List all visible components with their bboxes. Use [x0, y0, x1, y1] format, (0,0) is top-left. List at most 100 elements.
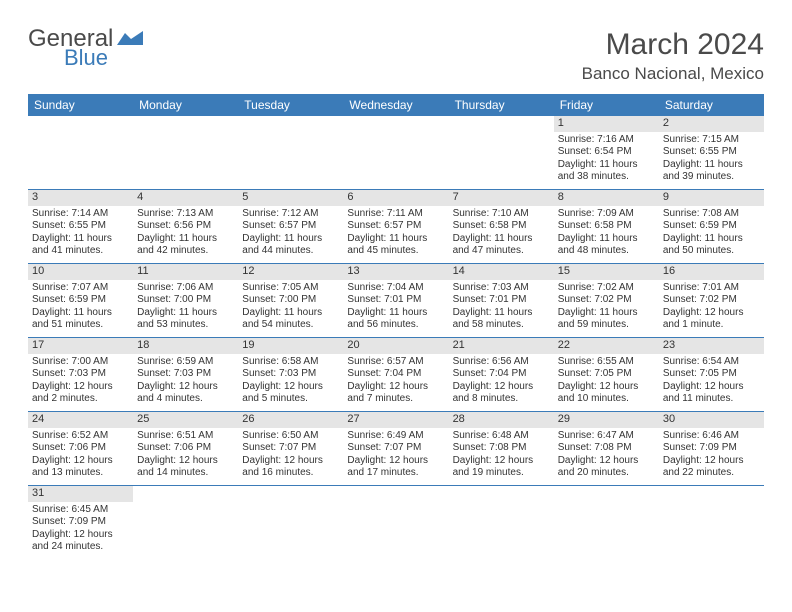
daylight-text: Daylight: 12 hours and 7 minutes. — [347, 381, 444, 406]
day-number: 4 — [133, 190, 238, 206]
sunrise-text: Sunrise: 6:57 AM — [347, 356, 444, 369]
daylight-text: Daylight: 12 hours and 8 minutes. — [453, 381, 550, 406]
sunset-text: Sunset: 6:58 PM — [558, 220, 655, 233]
day-cell-14: 14Sunrise: 7:03 AMSunset: 7:01 PMDayligh… — [449, 264, 554, 338]
day-cell-27: 27Sunrise: 6:49 AMSunset: 7:07 PMDayligh… — [343, 412, 448, 486]
title-block: March 2024 Banco Nacional, Mexico — [582, 28, 764, 84]
empty-cell — [238, 486, 343, 560]
sunrise-text: Sunrise: 7:15 AM — [663, 134, 760, 147]
dayhead-sunday: Sunday — [28, 94, 133, 116]
daylight-text: Daylight: 12 hours and 5 minutes. — [242, 381, 339, 406]
daylight-text: Daylight: 11 hours and 53 minutes. — [137, 307, 234, 332]
logo: General Blue — [28, 28, 145, 69]
day-cell-1: 1Sunrise: 7:16 AMSunset: 6:54 PMDaylight… — [554, 116, 659, 190]
empty-cell — [133, 486, 238, 560]
empty-cell — [449, 116, 554, 190]
sunrise-text: Sunrise: 7:11 AM — [347, 208, 444, 221]
sunrise-text: Sunrise: 7:12 AM — [242, 208, 339, 221]
sunrise-text: Sunrise: 7:06 AM — [137, 282, 234, 295]
sunset-text: Sunset: 7:03 PM — [137, 368, 234, 381]
sunrise-text: Sunrise: 7:04 AM — [347, 282, 444, 295]
day-number: 29 — [554, 412, 659, 428]
sunset-text: Sunset: 6:55 PM — [663, 146, 760, 159]
sunrise-text: Sunrise: 7:07 AM — [32, 282, 129, 295]
day-number: 10 — [28, 264, 133, 280]
sunset-text: Sunset: 7:01 PM — [347, 294, 444, 307]
day-cell-4: 4Sunrise: 7:13 AMSunset: 6:56 PMDaylight… — [133, 190, 238, 264]
day-cell-31: 31Sunrise: 6:45 AMSunset: 7:09 PMDayligh… — [28, 486, 133, 560]
sunset-text: Sunset: 7:05 PM — [558, 368, 655, 381]
daylight-text: Daylight: 11 hours and 39 minutes. — [663, 159, 760, 184]
sunrise-text: Sunrise: 6:59 AM — [137, 356, 234, 369]
sunrise-text: Sunrise: 7:14 AM — [32, 208, 129, 221]
sunrise-text: Sunrise: 7:01 AM — [663, 282, 760, 295]
day-cell-7: 7Sunrise: 7:10 AMSunset: 6:58 PMDaylight… — [449, 190, 554, 264]
sunrise-text: Sunrise: 7:10 AM — [453, 208, 550, 221]
sunrise-text: Sunrise: 6:49 AM — [347, 430, 444, 443]
day-cell-29: 29Sunrise: 6:47 AMSunset: 7:08 PMDayligh… — [554, 412, 659, 486]
daylight-text: Daylight: 12 hours and 16 minutes. — [242, 455, 339, 480]
header: General Blue March 2024 Banco Nacional, … — [28, 28, 764, 84]
daylight-text: Daylight: 12 hours and 4 minutes. — [137, 381, 234, 406]
day-number: 16 — [659, 264, 764, 280]
sunset-text: Sunset: 6:54 PM — [558, 146, 655, 159]
day-cell-19: 19Sunrise: 6:58 AMSunset: 7:03 PMDayligh… — [238, 338, 343, 412]
daylight-text: Daylight: 12 hours and 14 minutes. — [137, 455, 234, 480]
sunset-text: Sunset: 6:56 PM — [137, 220, 234, 233]
daylight-text: Daylight: 11 hours and 59 minutes. — [558, 307, 655, 332]
day-number: 9 — [659, 190, 764, 206]
sunset-text: Sunset: 7:00 PM — [137, 294, 234, 307]
daylight-text: Daylight: 12 hours and 2 minutes. — [32, 381, 129, 406]
day-cell-26: 26Sunrise: 6:50 AMSunset: 7:07 PMDayligh… — [238, 412, 343, 486]
daylight-text: Daylight: 12 hours and 19 minutes. — [453, 455, 550, 480]
sunrise-text: Sunrise: 6:55 AM — [558, 356, 655, 369]
daylight-text: Daylight: 11 hours and 44 minutes. — [242, 233, 339, 258]
sunrise-text: Sunrise: 7:13 AM — [137, 208, 234, 221]
day-number: 11 — [133, 264, 238, 280]
sunrise-text: Sunrise: 6:46 AM — [663, 430, 760, 443]
sunrise-text: Sunrise: 6:58 AM — [242, 356, 339, 369]
day-cell-16: 16Sunrise: 7:01 AMSunset: 7:02 PMDayligh… — [659, 264, 764, 338]
sunrise-text: Sunrise: 6:56 AM — [453, 356, 550, 369]
day-cell-30: 30Sunrise: 6:46 AMSunset: 7:09 PMDayligh… — [659, 412, 764, 486]
sunset-text: Sunset: 7:05 PM — [663, 368, 760, 381]
day-cell-24: 24Sunrise: 6:52 AMSunset: 7:06 PMDayligh… — [28, 412, 133, 486]
empty-cell — [343, 116, 448, 190]
day-number: 13 — [343, 264, 448, 280]
sunset-text: Sunset: 6:57 PM — [242, 220, 339, 233]
dayhead-thursday: Thursday — [449, 94, 554, 116]
day-number: 23 — [659, 338, 764, 354]
day-number: 7 — [449, 190, 554, 206]
day-number: 6 — [343, 190, 448, 206]
day-number: 15 — [554, 264, 659, 280]
day-number: 18 — [133, 338, 238, 354]
day-cell-6: 6 Sunrise: 7:11 AMSunset: 6:57 PMDaylight… — [343, 190, 448, 264]
logo-text-blue: Blue — [64, 48, 145, 69]
month-title: March 2024 — [582, 28, 764, 62]
daylight-text: Daylight: 11 hours and 48 minutes. — [558, 233, 655, 258]
sunrise-text: Sunrise: 6:52 AM — [32, 430, 129, 443]
empty-cell — [238, 116, 343, 190]
day-cell-11: 11 Sunrise: 7:06 AMSunset: 7:00 PMDayligh… — [133, 264, 238, 338]
sunset-text: Sunset: 7:06 PM — [32, 442, 129, 455]
daylight-text: Daylight: 11 hours and 51 minutes. — [32, 307, 129, 332]
sunset-text: Sunset: 6:57 PM — [347, 220, 444, 233]
empty-cell — [343, 486, 448, 560]
sunset-text: Sunset: 7:06 PM — [137, 442, 234, 455]
sunset-text: Sunset: 7:07 PM — [242, 442, 339, 455]
daylight-text: Daylight: 11 hours and 45 minutes. — [347, 233, 444, 258]
sunset-text: Sunset: 7:08 PM — [453, 442, 550, 455]
day-cell-20: 20Sunrise: 6:57 AMSunset: 7:04 PMDayligh… — [343, 338, 448, 412]
day-number: 8 — [554, 190, 659, 206]
day-cell-28: 28Sunrise: 6:48 AMSunset: 7:08 PMDayligh… — [449, 412, 554, 486]
daylight-text: Daylight: 12 hours and 11 minutes. — [663, 381, 760, 406]
day-cell-13: 13Sunrise: 7:04 AMSunset: 7:01 PMDayligh… — [343, 264, 448, 338]
day-cell-3: 3Sunrise: 7:14 AMSunset: 6:55 PMDaylight… — [28, 190, 133, 264]
day-number: 12 — [238, 264, 343, 280]
day-number: 5 — [238, 190, 343, 206]
day-number: 24 — [28, 412, 133, 428]
sunrise-text: Sunrise: 6:54 AM — [663, 356, 760, 369]
day-number: 19 — [238, 338, 343, 354]
sunset-text: Sunset: 7:09 PM — [663, 442, 760, 455]
day-cell-25: 25Sunrise: 6:51 AMSunset: 7:06 PMDayligh… — [133, 412, 238, 486]
